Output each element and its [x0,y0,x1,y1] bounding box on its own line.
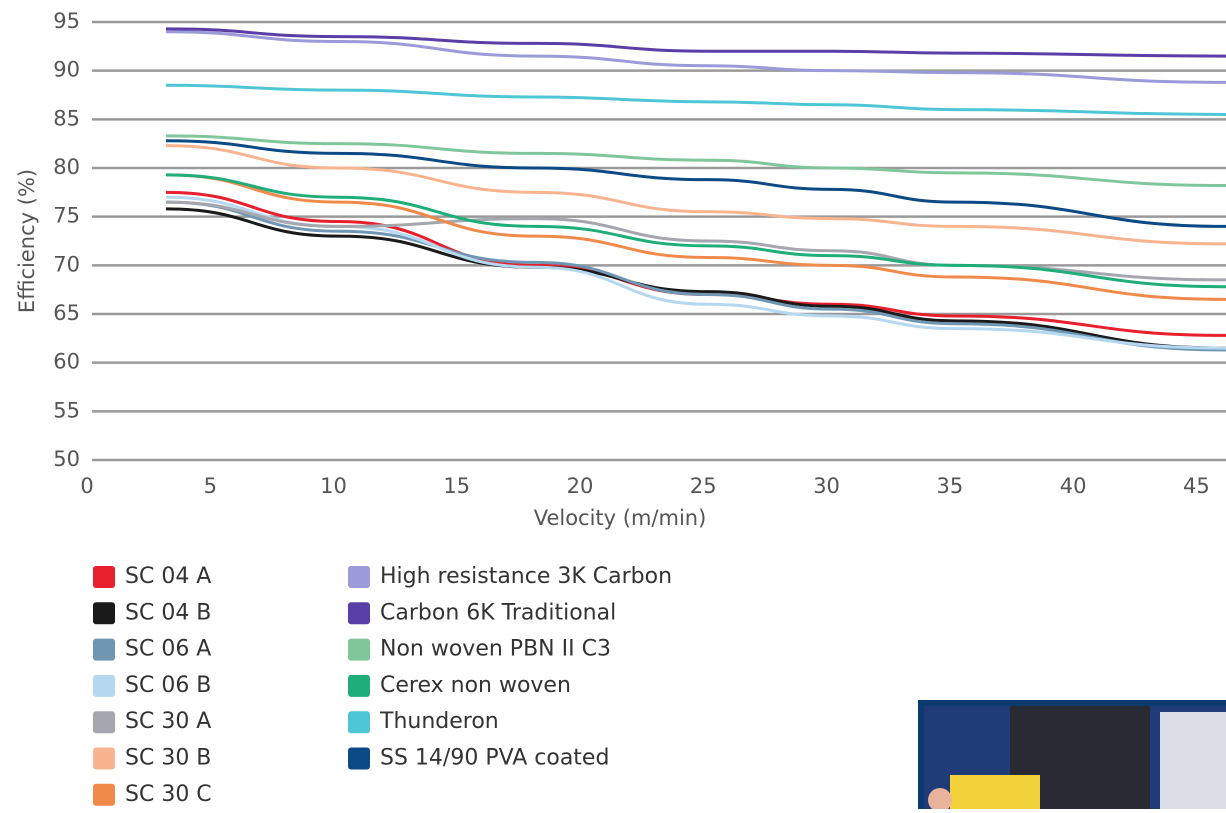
legend-swatch [93,711,115,733]
series-line [166,85,1226,114]
page: Efficiency (%) Velocity (m/min) 50556065… [0,0,1226,809]
legend-item: SC 04 A [93,564,211,589]
series-line [166,202,1226,280]
series-line [166,136,1226,186]
series-line [166,32,1226,83]
legend-item: SC 04 B [93,600,211,625]
legend-label: SC 30 B [125,746,211,771]
y-tick-label: 80 [53,155,80,179]
legend-swatch [93,784,115,806]
photo [918,700,1226,809]
y-tick-label: 55 [53,398,80,422]
legend-swatch [348,748,370,770]
legend-item: Non woven PBN II C3 [348,637,611,662]
legend-label: Thunderon [379,709,499,734]
legend-label: Carbon 6K Traditional [380,600,616,625]
legend-swatch [93,566,115,588]
x-tick-label: 40 [1060,474,1087,498]
legend-swatch [93,748,115,770]
y-tick-label: 75 [53,204,80,228]
series-line [166,141,1226,227]
y-tick-label: 95 [53,9,80,33]
legend-item: SC 30 A [93,709,211,734]
y-tick-label: 65 [53,301,80,325]
y-tick-label: 85 [53,106,80,130]
x-tick-label: 45 [1183,474,1210,498]
y-tick-label: 70 [53,252,80,276]
x-tick-label: 15 [443,474,470,498]
legend-label: SC 04 B [125,600,211,625]
x-tick-label: 10 [320,474,347,498]
legend-swatch [348,566,370,588]
legend-label: SC 06 A [125,637,211,662]
legend-item: SC 06 B [93,673,211,698]
legend-swatch [93,675,115,697]
legend-item: High resistance 3K Carbon [348,564,672,589]
legend-label: SC 06 B [125,673,211,698]
legend-item: Cerex non woven [348,673,571,698]
legend-swatch [93,602,115,624]
legend-label: SS 14/90 PVA coated [380,746,609,771]
y-tick-label: 50 [53,447,80,471]
legend-swatch [348,675,370,697]
legend-swatch [348,711,370,733]
x-tick-label: 35 [936,474,963,498]
legend-item: Thunderon [348,709,499,734]
legend-label: SC 30 C [125,782,212,807]
legend-item: SC 30 C [93,782,212,807]
legend-swatch [348,602,370,624]
legend-item: SC 30 B [93,746,211,771]
legend-item: SS 14/90 PVA coated [348,746,609,771]
y-tick-label: 90 [53,58,80,82]
legend-label: Non woven PBN II C3 [380,637,611,662]
chart: Efficiency (%) Velocity (m/min) 50556065… [0,0,1226,809]
legend-label: High resistance 3K Carbon [380,564,672,589]
x-axis-label: Velocity (m/min) [534,506,707,530]
legend-swatch [348,639,370,661]
legend-label: Cerex non woven [380,673,571,698]
x-tick-label: 30 [813,474,840,498]
y-axis-label: Efficiency (%) [15,169,39,313]
legend-label: SC 30 A [125,709,211,734]
legend-item: Carbon 6K Traditional [348,600,616,625]
x-tick-label: 5 [204,474,217,498]
legend-swatch [93,639,115,661]
x-tick-label: 20 [567,474,594,498]
series-line [166,202,1226,350]
y-tick-label: 60 [53,350,80,374]
legend-label: SC 04 A [125,564,211,589]
legend-item: SC 06 A [93,637,211,662]
x-tick-label: 0 [80,474,93,498]
x-tick-label: 25 [690,474,717,498]
